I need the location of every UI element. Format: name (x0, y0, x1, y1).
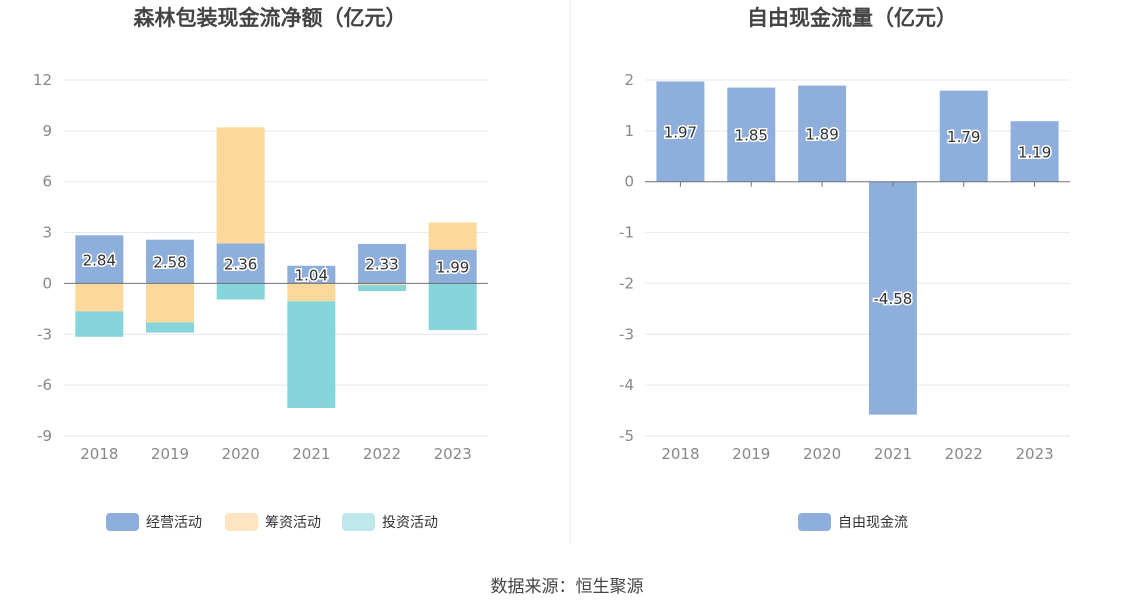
x-tick-label: 2018 (661, 445, 699, 463)
data-label: 2.84 (83, 251, 116, 269)
y-tick-label: 6 (42, 173, 52, 191)
data-label: 2.36 (224, 255, 257, 273)
data-label: 1.97 (664, 124, 697, 142)
bar-2020-自由现金流 (798, 85, 847, 182)
y-tick-label: -3 (37, 325, 52, 343)
chart-title: 自由现金流量（亿元） (747, 6, 957, 30)
bar-2022-经营活动 (358, 243, 406, 284)
legend-item-经营活动: 经营活动 (106, 513, 202, 531)
legend-label: 自由现金流 (838, 515, 908, 531)
legend-swatch (342, 513, 375, 531)
bar-2021-筹资活动 (287, 283, 336, 302)
y-tick-label: -1 (619, 224, 634, 242)
bar-2021-经营活动 (287, 265, 336, 284)
x-tick-label: 2023 (1015, 445, 1053, 463)
data-source-note: 数据来源：恒生聚源 (491, 577, 644, 597)
bar-2023-自由现金流 (1010, 121, 1059, 182)
x-tick-label: 2023 (434, 445, 472, 463)
data-label: 1.19 (1018, 143, 1051, 161)
bar-2018-筹资活动 (75, 283, 124, 312)
cash-flow-net-chart: 森林包装现金流净额（亿元） 12 9 6 3 0 -3 -6 -9 2.84 2.58 2.36 1.0… (33, 6, 488, 531)
bar-2022-筹资活动 (358, 283, 406, 286)
bar-2023-筹资活动 (428, 222, 477, 250)
y-tick-label: 3 (42, 224, 52, 242)
x-tick-label: 2021 (292, 445, 330, 463)
x-tick-label: 2022 (363, 445, 401, 463)
y-tick-label: 9 (42, 122, 52, 140)
y-tick-label: 0 (624, 173, 634, 191)
chart-title: 森林包装现金流净额（亿元） (134, 6, 407, 30)
bar-2020-经营活动 (216, 243, 265, 284)
x-tick-label: 2019 (732, 445, 770, 463)
bar-2019-投资活动 (146, 322, 194, 333)
bar-2022-投资活动 (358, 285, 406, 292)
legend-swatch (798, 513, 831, 531)
y-tick-label: -6 (37, 376, 52, 394)
bar-2018-自由现金流 (656, 81, 705, 182)
data-label: 1.85 (735, 127, 768, 145)
data-label: 1.79 (947, 128, 980, 146)
legend-label: 投资活动 (382, 515, 438, 531)
legend-label: 经营活动 (146, 515, 202, 531)
y-tick-label: 12 (33, 71, 52, 89)
bar-2021-自由现金流 (868, 181, 917, 415)
data-label: -4.58 (874, 290, 913, 308)
x-tick-label: 2020 (803, 445, 841, 463)
x-tick-label: 2019 (151, 445, 189, 463)
data-label: 1.89 (805, 126, 838, 144)
y-tick-label: 0 (42, 274, 52, 292)
bar-2020-投资活动 (216, 283, 265, 300)
legend-item-投资活动: 投资活动 (342, 513, 438, 531)
data-label: 1.04 (295, 267, 328, 285)
bar-2019-经营活动 (146, 239, 194, 284)
x-tick-label: 2021 (874, 445, 912, 463)
bar-2020-筹资活动 (216, 127, 265, 244)
bar-2023-投资活动 (428, 283, 477, 331)
bar-2018-经营活动 (75, 235, 124, 284)
bar-2019-筹资活动 (146, 283, 194, 323)
y-tick-label: 2 (624, 71, 634, 89)
bar-2023-经营活动 (428, 249, 477, 284)
bar-2022-自由现金流 (939, 90, 988, 182)
y-tick-label: -3 (619, 325, 634, 343)
y-tick-label: -2 (619, 274, 634, 292)
data-label: 1.99 (436, 259, 469, 277)
y-tick-label: -5 (619, 427, 634, 445)
legend-item-筹资活动: 筹资活动 (225, 513, 321, 531)
legend-swatch (225, 513, 258, 531)
y-tick-label: 1 (624, 122, 634, 140)
data-label: 2.58 (153, 254, 186, 272)
bar-2021-投资活动 (287, 301, 336, 409)
y-tick-label: -4 (619, 376, 634, 394)
bar-2018-投资活动 (75, 311, 124, 337)
x-tick-label: 2018 (80, 445, 118, 463)
legend-swatch (106, 513, 139, 531)
x-tick-label: 2020 (222, 445, 260, 463)
data-label: 2.33 (365, 256, 398, 274)
y-tick-label: -9 (37, 427, 52, 445)
x-tick-label: 2022 (945, 445, 983, 463)
bar-2019-自由现金流 (727, 87, 776, 182)
free-cash-flow-chart: 自由现金流量（亿元） 2 1 0 -1 -2 -3 -4 -5 1.97 1.85 1.89 -4.58… (619, 6, 1070, 531)
legend-label: 筹资活动 (265, 514, 321, 531)
legend-item-自由现金流: 自由现金流 (798, 513, 908, 531)
